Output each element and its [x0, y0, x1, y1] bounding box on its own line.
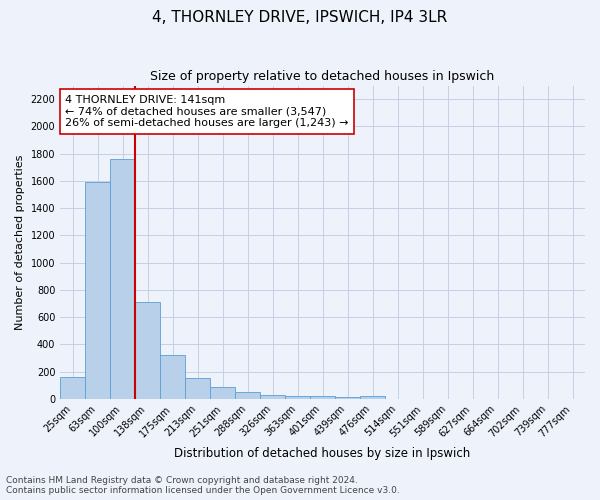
Text: Contains HM Land Registry data © Crown copyright and database right 2024.
Contai: Contains HM Land Registry data © Crown c…: [6, 476, 400, 495]
Y-axis label: Number of detached properties: Number of detached properties: [15, 154, 25, 330]
Bar: [60, 378, 85, 399]
Text: 4 THORNLEY DRIVE: 141sqm
← 74% of detached houses are smaller (3,547)
26% of sem: 4 THORNLEY DRIVE: 141sqm ← 74% of detach…: [65, 95, 349, 128]
Bar: [285, 396, 310, 399]
Bar: [235, 392, 260, 399]
Title: Size of property relative to detached houses in Ipswich: Size of property relative to detached ho…: [151, 70, 495, 83]
Bar: [310, 396, 335, 399]
Bar: [360, 396, 385, 399]
Bar: [85, 182, 110, 399]
Bar: [160, 355, 185, 399]
Bar: [185, 378, 210, 399]
Bar: [210, 387, 235, 399]
Bar: [335, 397, 360, 399]
X-axis label: Distribution of detached houses by size in Ipswich: Distribution of detached houses by size …: [175, 447, 471, 460]
Bar: [110, 159, 135, 399]
Text: 4, THORNLEY DRIVE, IPSWICH, IP4 3LR: 4, THORNLEY DRIVE, IPSWICH, IP4 3LR: [152, 10, 448, 25]
Bar: [260, 395, 285, 399]
Bar: [135, 302, 160, 399]
